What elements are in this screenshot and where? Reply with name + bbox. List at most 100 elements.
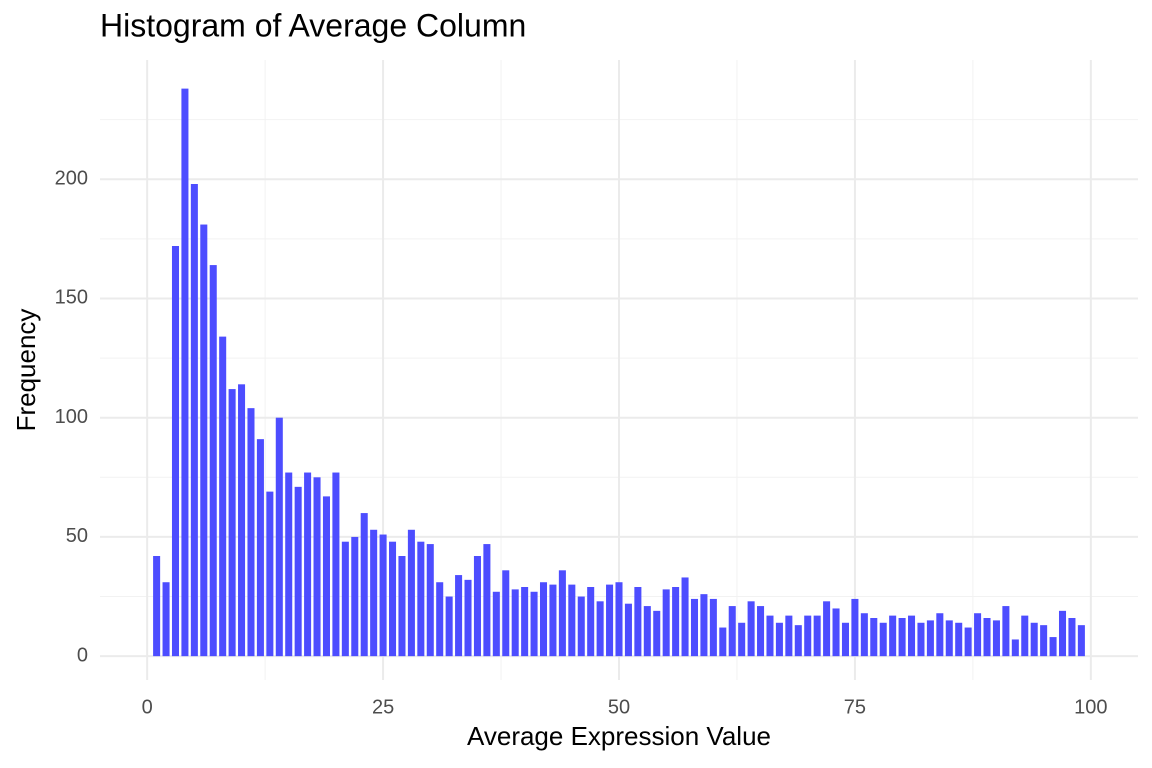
bar [351, 536, 359, 657]
bar [256, 439, 264, 657]
bar [889, 615, 897, 657]
bar [1058, 610, 1067, 657]
bar [464, 579, 472, 657]
bar [389, 541, 397, 657]
x-tick-label: 50 [608, 696, 630, 718]
bar [568, 584, 576, 657]
bar [530, 591, 538, 657]
bar [983, 618, 991, 657]
bar [1049, 637, 1057, 657]
bar [766, 615, 774, 657]
bar [426, 544, 434, 657]
bar [823, 601, 831, 657]
x-tick-label: 75 [844, 696, 866, 718]
bar [794, 625, 802, 657]
bar [832, 608, 840, 657]
bar [398, 556, 406, 657]
bar [228, 389, 236, 657]
bar [700, 594, 708, 657]
bar [672, 587, 680, 657]
bar [936, 613, 944, 657]
bar [558, 570, 566, 657]
bar [926, 620, 934, 657]
bar [275, 417, 283, 657]
bar [417, 541, 425, 657]
bar [804, 615, 812, 657]
bar [332, 472, 340, 657]
bar [247, 408, 255, 657]
bar [511, 589, 519, 657]
bar [370, 529, 378, 657]
bar [304, 472, 312, 657]
bar [1077, 625, 1085, 657]
bar [285, 472, 293, 657]
bar [1040, 625, 1048, 657]
bar [455, 575, 463, 657]
bar [870, 618, 878, 657]
bar [473, 556, 481, 657]
bar [917, 622, 925, 657]
bar [879, 622, 887, 657]
bar [266, 491, 274, 657]
bar [757, 606, 765, 657]
y-tick-label: 100 [55, 406, 88, 428]
bar [294, 486, 302, 657]
bar [539, 582, 548, 657]
chart-title: Histogram of Average Column [100, 7, 526, 43]
bar [1068, 618, 1076, 657]
bar [955, 622, 963, 657]
bar [945, 620, 953, 657]
bar [153, 556, 161, 657]
bar [209, 265, 217, 657]
bar [171, 246, 180, 657]
x-tick-label: 100 [1074, 696, 1107, 718]
x-tick-label: 0 [142, 696, 153, 718]
bar [219, 336, 227, 657]
bar [992, 620, 1000, 657]
bar [502, 570, 510, 657]
bar [483, 544, 491, 657]
bar [681, 577, 689, 657]
bar [624, 603, 632, 657]
bar [445, 596, 453, 657]
bar [181, 88, 189, 657]
x-tick-label: 25 [372, 696, 394, 718]
y-tick-label: 0 [77, 644, 88, 666]
bar [1021, 615, 1029, 657]
bar [634, 587, 642, 657]
bar [785, 615, 793, 657]
bar [653, 610, 661, 657]
x-axis-title: Average Expression Value [467, 721, 771, 751]
bar [596, 601, 604, 657]
bar [775, 622, 783, 657]
bar [690, 598, 699, 657]
bar [974, 613, 982, 657]
bar [747, 601, 755, 657]
y-tick-label: 50 [66, 525, 88, 547]
y-tick-label: 150 [55, 287, 88, 309]
bar [615, 582, 623, 657]
bar [964, 627, 972, 657]
bar [162, 582, 170, 657]
bar [728, 606, 736, 657]
bar [407, 529, 415, 657]
bar [200, 224, 208, 657]
bar [709, 598, 717, 657]
y-tick-label: 200 [55, 168, 88, 190]
bar [492, 591, 500, 657]
bar [1030, 622, 1038, 657]
bar [738, 622, 746, 657]
bar [587, 587, 595, 657]
bar [662, 589, 670, 657]
bar [436, 582, 444, 657]
bar [841, 622, 849, 657]
bar [190, 184, 198, 657]
bar [322, 496, 330, 657]
bar [860, 613, 868, 657]
bar [238, 384, 246, 657]
bar [1011, 639, 1019, 657]
bar [719, 627, 727, 657]
bar [813, 615, 821, 657]
bar [549, 584, 557, 657]
